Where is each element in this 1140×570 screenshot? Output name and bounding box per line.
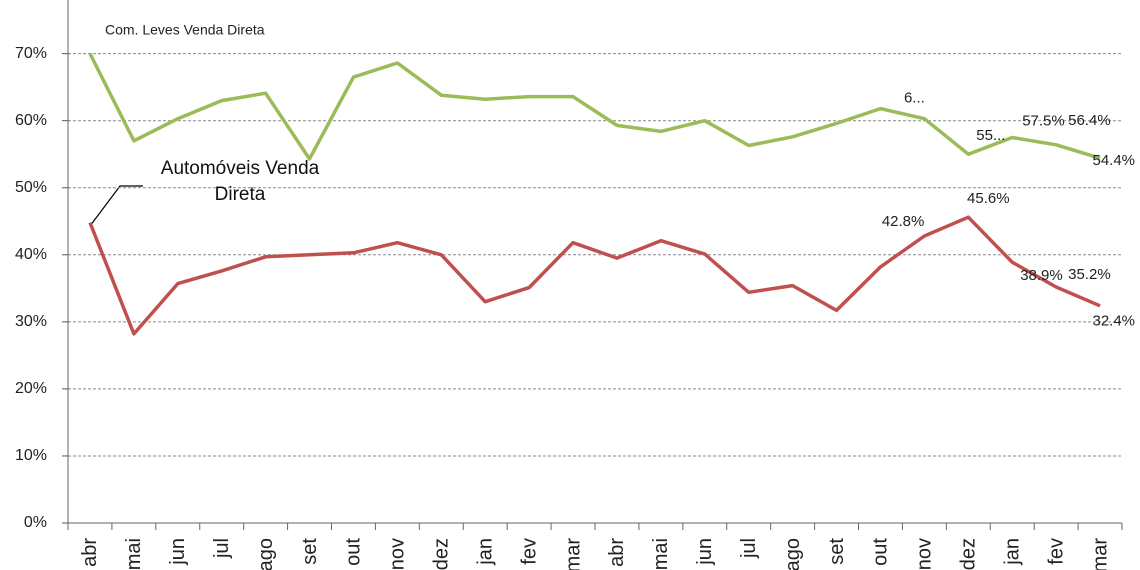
x-tick-label: jul — [211, 538, 233, 559]
data-label: 45.6% — [967, 190, 1010, 207]
x-tick-label: ago — [255, 538, 277, 570]
x-tick-label: dez — [958, 538, 980, 570]
data-label: 42.8% — [882, 213, 925, 230]
x-tick-label: jan — [474, 538, 496, 566]
series-line — [88, 215, 1101, 336]
x-tick-label: mar — [1089, 538, 1111, 570]
y-tick-label: 20% — [15, 380, 47, 397]
series-label: Com. Leves Venda Direta — [105, 22, 265, 38]
series-annotation: Automóveis Venda Direta — [160, 158, 320, 205]
data-label: 57.5% — [1022, 112, 1065, 129]
x-tick-label: nov — [387, 538, 409, 570]
x-tick-label: mai — [123, 538, 145, 570]
y-tick-label: 60% — [15, 112, 47, 129]
data-label: 38.9% — [1020, 267, 1063, 284]
x-tick-label: jun — [167, 538, 189, 566]
x-tick-label: jul — [738, 538, 760, 559]
x-tick-label: dez — [431, 538, 453, 570]
data-label: 6... — [904, 90, 925, 107]
x-tick-label: set — [299, 538, 321, 565]
y-tick-label: 30% — [15, 313, 47, 330]
annotation-leader — [89, 185, 143, 227]
x-tick-label: mar — [562, 538, 584, 570]
x-tick-label: mai — [650, 538, 672, 570]
x-tick-label: fev — [518, 538, 540, 565]
data-label: 55... — [976, 127, 1005, 144]
x-tick-label: out — [870, 538, 892, 566]
data-label: 54.4% — [1092, 152, 1135, 169]
x-tick-label: set — [826, 538, 848, 565]
y-tick-label: 50% — [15, 179, 47, 196]
data-label: 56.4% — [1068, 112, 1111, 129]
y-tick-label: 70% — [15, 45, 47, 62]
y-tick-label: 10% — [15, 447, 47, 464]
x-tick-label: ago — [782, 538, 804, 570]
x-tick-label: jan — [1001, 538, 1023, 566]
x-tick-label: nov — [914, 538, 936, 570]
data-label: 35.2% — [1068, 266, 1111, 283]
x-tick-label: abr — [79, 538, 101, 567]
y-tick-label: 40% — [15, 246, 47, 263]
x-tick-label: out — [343, 538, 365, 566]
x-tick-label: fev — [1045, 538, 1067, 565]
series-line — [88, 52, 1101, 161]
data-label: 32.4% — [1092, 313, 1135, 330]
y-tick-label: 0% — [24, 514, 47, 531]
x-tick-label: jun — [694, 538, 716, 566]
x-tick-label: abr — [606, 538, 628, 567]
